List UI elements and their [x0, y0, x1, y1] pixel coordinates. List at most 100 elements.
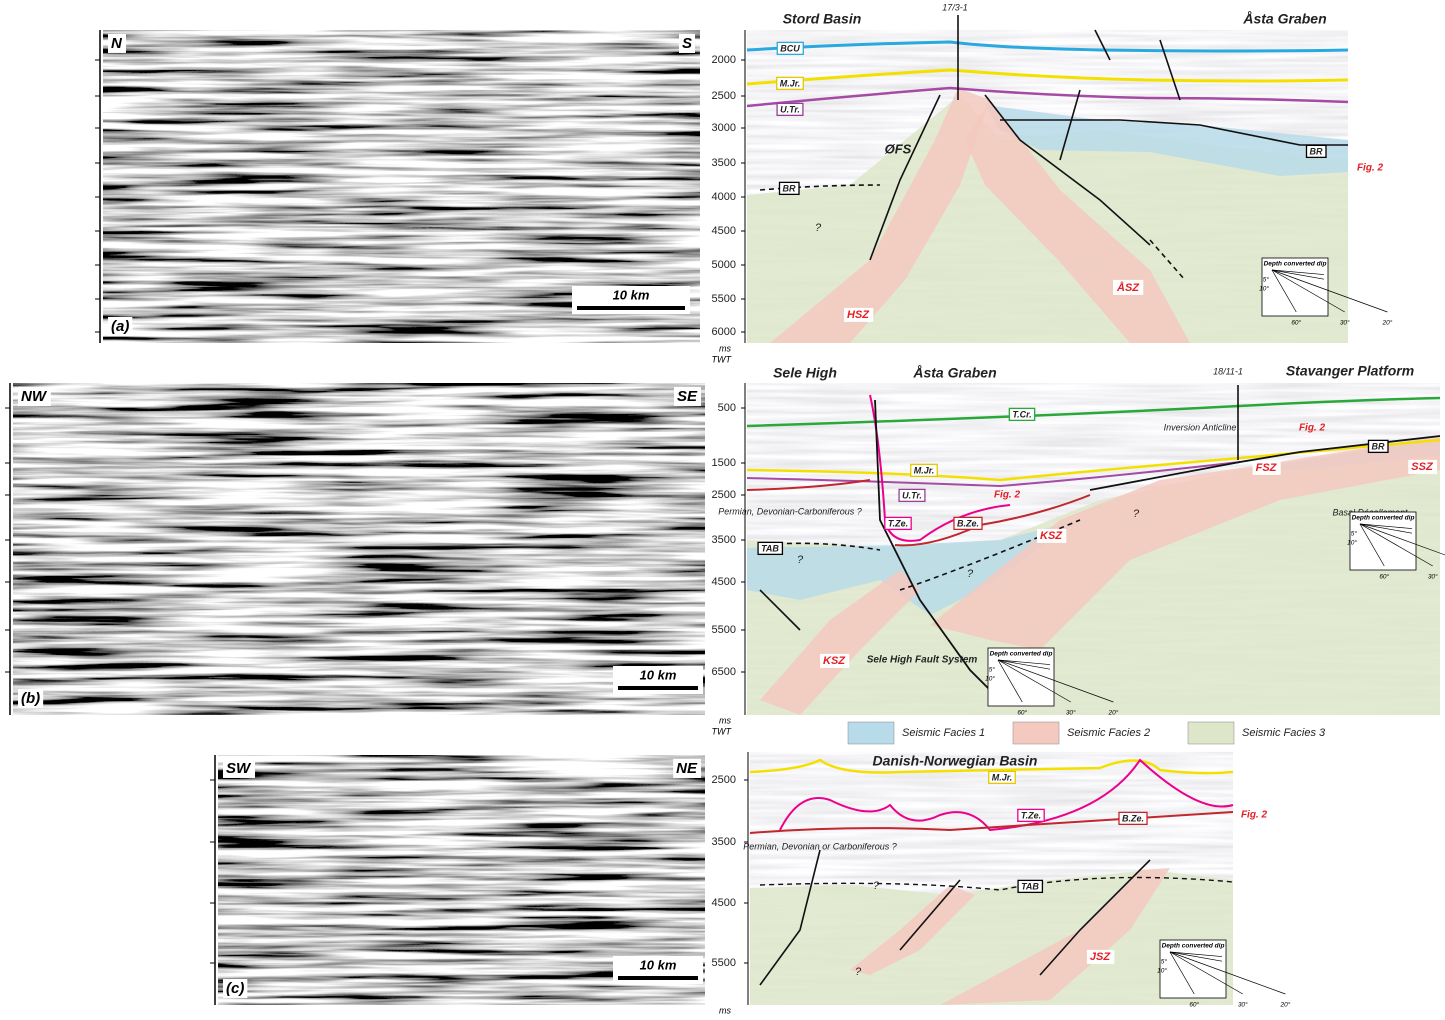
- annotation: Inversion Anticline: [1164, 422, 1237, 432]
- annotation: Sele High: [773, 365, 837, 381]
- depth-tick-label: 1500: [712, 457, 736, 469]
- dip-angle: 30°: [1238, 1001, 1248, 1009]
- legend-label: Seismic Facies 3: [1242, 727, 1326, 739]
- depth-tick-label: 500: [718, 402, 736, 414]
- depth-tick-label: 4000: [712, 191, 736, 203]
- annotation: SSZ: [1411, 461, 1434, 473]
- scale-bar: [577, 306, 685, 310]
- direction-label: NE: [676, 760, 698, 777]
- direction-label: (a): [111, 318, 129, 335]
- annotation: ?: [1133, 508, 1140, 520]
- depth-tick-label: 3500: [712, 534, 736, 546]
- annotation: B.Ze.: [957, 518, 979, 528]
- axis-unit: TWT: [712, 726, 733, 736]
- depth-tick-label: 5500: [712, 293, 736, 305]
- dip-angle: 5°: [989, 666, 996, 674]
- depth-tick-label: 2500: [712, 774, 736, 786]
- annotation: ?: [873, 880, 880, 892]
- annotation: Stavanger Platform: [1286, 363, 1414, 379]
- scale-label: 10 km: [640, 957, 677, 972]
- dip-title: Depth converted dip: [1162, 943, 1225, 950]
- annotation: Permian, Devonian-Carboniferous ?: [718, 506, 862, 516]
- dip-angle: 10°: [1157, 967, 1167, 975]
- depth-tick-label: 2500: [712, 489, 736, 501]
- dip-angle: 60°: [1017, 709, 1027, 717]
- dip-angle: 30°: [1340, 319, 1350, 327]
- axis-unit: ms: [719, 1005, 731, 1015]
- annotation: ?: [855, 966, 862, 978]
- legend-swatch: [1188, 722, 1234, 744]
- depth-tick-label: 5500: [712, 624, 736, 636]
- depth-tick-label: 3500: [712, 836, 736, 848]
- annotation: BR: [1372, 441, 1385, 451]
- depth-tick-label: 5500: [712, 957, 736, 969]
- annotation: TAB: [761, 543, 779, 553]
- annotation: T.Ze.: [1021, 810, 1041, 820]
- scale-bar: [618, 686, 698, 690]
- annotation: FSZ: [1256, 462, 1278, 474]
- scale-bar: [618, 976, 698, 980]
- annotation: T.Cr.: [1012, 409, 1031, 419]
- annotation: Fig. 2: [1357, 163, 1384, 174]
- annotation: ?: [967, 568, 974, 580]
- annotation: Åsta Graben: [1242, 11, 1326, 27]
- axis-unit: TWT: [712, 354, 733, 364]
- annotation: M.Jr.: [780, 78, 801, 88]
- direction-label: S: [682, 35, 692, 52]
- depth-tick-label: 2000: [712, 54, 736, 66]
- dip-angle: 60°: [1189, 1001, 1199, 1009]
- dip-angle: 60°: [1379, 573, 1389, 581]
- dip-angle: 5°: [1351, 530, 1358, 538]
- axis-unit: ms: [719, 343, 731, 353]
- depth-tick-label: 4500: [712, 225, 736, 237]
- annotation: KSZ: [823, 655, 846, 667]
- annotation: ?: [815, 222, 822, 234]
- dip-angle: 10°: [1347, 539, 1357, 547]
- dip-angle: 10°: [1259, 285, 1269, 293]
- annotation: Danish-Norwegian Basin: [873, 753, 1038, 769]
- annotation: BCU: [780, 43, 800, 53]
- annotation: Åsta Graben: [912, 365, 996, 381]
- legend-swatch: [1013, 722, 1059, 744]
- dip-title: Depth converted dip: [1352, 515, 1415, 522]
- dip-angle: 30°: [1428, 573, 1438, 581]
- annotation: Permian, Devonian or Carboniferous ?: [743, 841, 897, 851]
- dip-angle: 10°: [985, 675, 995, 683]
- annotation: ?: [797, 554, 804, 566]
- legend-label: Seismic Facies 2: [1067, 727, 1150, 739]
- depth-tick-label: 3000: [712, 122, 736, 134]
- dip-angle: 20°: [1381, 319, 1392, 327]
- figure: NS(a)10 km200025003000350040004500500055…: [0, 0, 1445, 1015]
- depth-tick-label: 6000: [712, 326, 736, 338]
- dip-title: Depth converted dip: [1264, 261, 1327, 268]
- annotation: B.Ze.: [1122, 813, 1144, 823]
- depth-tick-label: 4500: [712, 576, 736, 588]
- depth-tick-label: 3500: [712, 157, 736, 169]
- direction-label: SE: [677, 388, 698, 405]
- annotation: Sele High Fault System: [867, 655, 978, 666]
- scale-label: 10 km: [613, 287, 650, 302]
- seismic-section: [13, 383, 705, 715]
- annotation: BR: [783, 183, 796, 193]
- direction-label: NW: [21, 388, 48, 405]
- annotation: Fig. 2: [1299, 423, 1326, 434]
- annotation: 17/3-1: [942, 2, 968, 12]
- annotation: M.Jr.: [914, 465, 935, 475]
- legend-swatch: [848, 722, 894, 744]
- annotation: TAB: [1021, 881, 1039, 891]
- direction-label: N: [111, 35, 123, 52]
- depth-tick-label: 2500: [712, 90, 736, 102]
- annotation: ÅSZ: [1116, 281, 1140, 294]
- annotation: 18/11-1: [1213, 366, 1243, 376]
- legend-label: Seismic Facies 1: [902, 727, 985, 739]
- annotation: Stord Basin: [783, 11, 862, 27]
- annotation: ØFS: [885, 141, 912, 156]
- depth-tick-label: 6500: [712, 666, 736, 678]
- dip-angle: 5°: [1161, 958, 1168, 966]
- annotation: U.Tr.: [902, 490, 922, 500]
- annotation: KSZ: [1040, 530, 1063, 542]
- dip-angle: 20°: [1107, 709, 1118, 717]
- dip-angle: 30°: [1066, 709, 1076, 717]
- direction-label: (c): [226, 980, 244, 997]
- dip-title: Depth converted dip: [990, 651, 1053, 658]
